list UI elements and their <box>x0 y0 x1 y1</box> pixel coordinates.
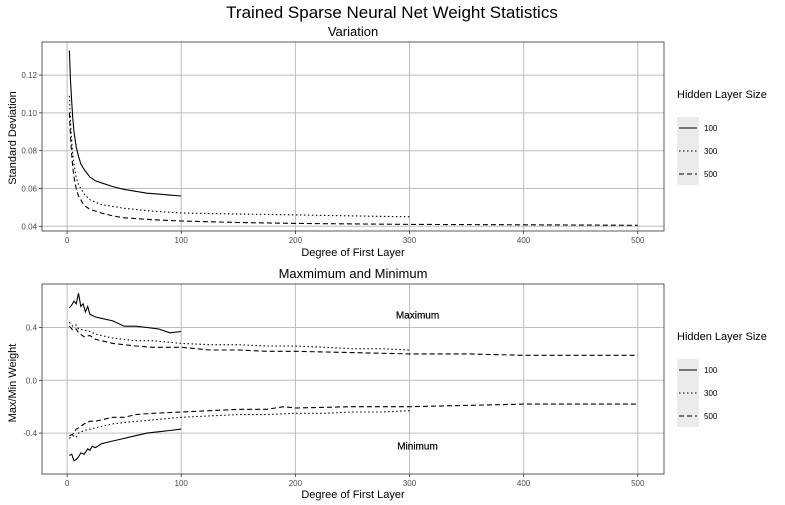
y-tick-label: 0.12 <box>21 71 37 80</box>
legend-2: Hidden Layer Size 100 300 500 <box>677 331 767 427</box>
annotation-maximum: Maximum <box>396 311 439 322</box>
chart-2-ylabel: Max/Min Weight <box>7 344 19 423</box>
legend-1: Hidden Layer Size 100 300 500 <box>677 89 767 185</box>
legend-1-keys: 100 300 500 <box>677 117 718 185</box>
y-tick-label: 0.06 <box>21 185 37 194</box>
series-line-100-solid <box>68 293 182 334</box>
variation-panel: 0 100 200 300 400 500 0.04 0.06 0.08 0.10 0.12 <box>21 41 665 245</box>
chart-2-xlabel: Degree of First Layer <box>301 489 405 501</box>
legend-2-title: Hidden Layer Size <box>677 331 767 343</box>
y-tick-label: 0.4 <box>26 324 38 333</box>
series-line-500-dashed <box>69 403 638 437</box>
y-tick-label: 0.10 <box>21 109 37 118</box>
legend-label-300: 300 <box>704 147 718 156</box>
series-line-300-dotted <box>68 95 410 218</box>
y-tick-label: 0.08 <box>21 147 37 156</box>
x-tick-label: 500 <box>631 236 645 245</box>
annotation-minimum: Minimum <box>397 441 438 452</box>
y-tick-label: -0.4 <box>23 429 37 438</box>
series-line-500-dashed <box>68 325 638 356</box>
y-tick-label: 0.0 <box>26 376 38 385</box>
legend-2-keys: 100 300 500 <box>677 359 718 427</box>
x-tick-label: 0 <box>65 479 70 488</box>
series-line-100-solid <box>68 50 182 197</box>
chart-2-title: Maxmimum and Minimum <box>279 266 428 281</box>
x-tick-label: 100 <box>175 236 189 245</box>
x-tick-label: 400 <box>517 479 531 488</box>
x-tick-label: 400 <box>517 236 531 245</box>
series-line-500-dashed <box>68 112 638 226</box>
y-tick-label: 0.04 <box>21 222 37 231</box>
chart-1-xlabel: Degree of First Layer <box>301 247 405 259</box>
legend-label-100: 100 <box>704 124 718 133</box>
legend-label-500: 500 <box>704 170 718 179</box>
maxmin-panel: 0 100 200 300 400 500 -0.4 0.0 0.4 Maximum Minimum <box>23 283 665 488</box>
chart-1-ylabel: Standard Deviation <box>7 91 19 185</box>
x-tick-label: 200 <box>289 479 303 488</box>
x-tick-label: 300 <box>403 479 417 488</box>
x-tick-label: 100 <box>175 479 189 488</box>
x-tick-label: 500 <box>631 479 645 488</box>
x-tick-label: 0 <box>65 236 70 245</box>
x-tick-label: 300 <box>403 236 417 245</box>
legend-label-100: 100 <box>704 366 718 375</box>
legend-1-title: Hidden Layer Size <box>677 89 767 101</box>
legend-label-300: 300 <box>704 389 718 398</box>
series-line-100-solid <box>69 428 182 462</box>
panel-border <box>41 41 665 232</box>
legend-label-500: 500 <box>704 412 718 421</box>
series-line-300-dotted <box>68 321 410 351</box>
series-line-300-dotted <box>69 410 410 439</box>
figure-title: Trained Sparse Neural Net Weight Statist… <box>226 3 558 22</box>
chart-1-title: Variation <box>328 24 378 39</box>
x-tick-label: 200 <box>289 236 303 245</box>
panel-border <box>41 283 665 475</box>
